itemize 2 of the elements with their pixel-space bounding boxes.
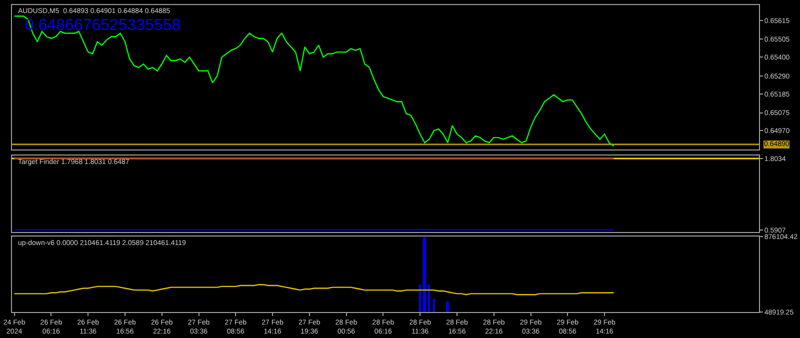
line-series	[14, 284, 614, 296]
line-series	[14, 16, 614, 147]
